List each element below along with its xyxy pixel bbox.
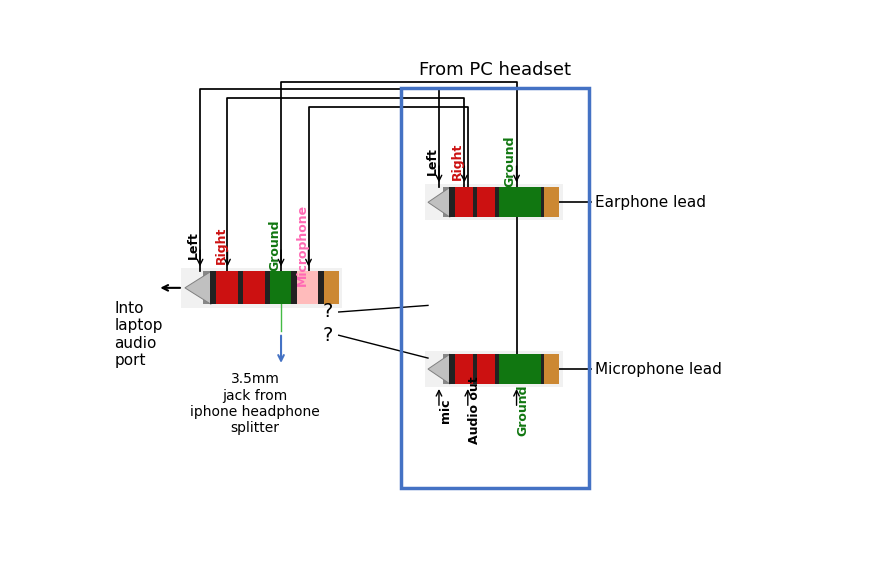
FancyBboxPatch shape (203, 271, 213, 304)
Text: Earphone lead: Earphone lead (595, 195, 706, 210)
FancyBboxPatch shape (443, 188, 451, 217)
FancyBboxPatch shape (424, 351, 563, 387)
FancyBboxPatch shape (210, 271, 218, 304)
FancyBboxPatch shape (478, 354, 497, 384)
Text: Audio out: Audio out (468, 377, 481, 444)
Text: 3.5mm
jack from
iphone headphone
splitter: 3.5mm jack from iphone headphone splitte… (190, 372, 320, 435)
FancyBboxPatch shape (500, 354, 542, 384)
FancyBboxPatch shape (237, 271, 245, 304)
FancyBboxPatch shape (323, 271, 338, 304)
FancyBboxPatch shape (297, 271, 320, 304)
Text: Into
laptop
audio
port: Into laptop audio port (114, 301, 163, 368)
FancyBboxPatch shape (449, 188, 457, 217)
Text: mic: mic (439, 398, 452, 422)
Text: Ground: Ground (503, 135, 517, 187)
FancyBboxPatch shape (495, 188, 501, 217)
FancyBboxPatch shape (544, 354, 559, 384)
FancyBboxPatch shape (424, 184, 563, 220)
FancyBboxPatch shape (318, 271, 325, 304)
FancyBboxPatch shape (244, 271, 266, 304)
Text: Left: Left (187, 231, 200, 259)
FancyBboxPatch shape (500, 188, 542, 217)
Text: Right: Right (214, 226, 228, 264)
Text: ?: ? (323, 325, 333, 345)
FancyBboxPatch shape (540, 188, 546, 217)
Polygon shape (428, 188, 450, 217)
FancyBboxPatch shape (291, 271, 299, 304)
FancyBboxPatch shape (265, 271, 271, 304)
Polygon shape (185, 271, 211, 304)
FancyBboxPatch shape (182, 268, 342, 308)
Polygon shape (428, 354, 450, 384)
FancyBboxPatch shape (540, 354, 546, 384)
Text: ?: ? (323, 303, 333, 321)
Text: Ground: Ground (268, 219, 281, 271)
Text: Right: Right (451, 142, 464, 180)
FancyBboxPatch shape (478, 188, 497, 217)
FancyBboxPatch shape (270, 271, 292, 304)
Text: From PC headset: From PC headset (419, 62, 571, 79)
FancyBboxPatch shape (216, 271, 239, 304)
Text: Microphone lead: Microphone lead (595, 361, 722, 377)
FancyBboxPatch shape (473, 188, 478, 217)
FancyBboxPatch shape (455, 354, 475, 384)
Text: Left: Left (426, 147, 439, 175)
FancyBboxPatch shape (443, 354, 451, 384)
FancyBboxPatch shape (473, 354, 478, 384)
FancyBboxPatch shape (495, 354, 501, 384)
FancyBboxPatch shape (455, 188, 475, 217)
FancyBboxPatch shape (544, 188, 559, 217)
Text: Microphone: Microphone (296, 204, 308, 286)
Text: Ground: Ground (517, 385, 530, 436)
FancyBboxPatch shape (449, 354, 457, 384)
